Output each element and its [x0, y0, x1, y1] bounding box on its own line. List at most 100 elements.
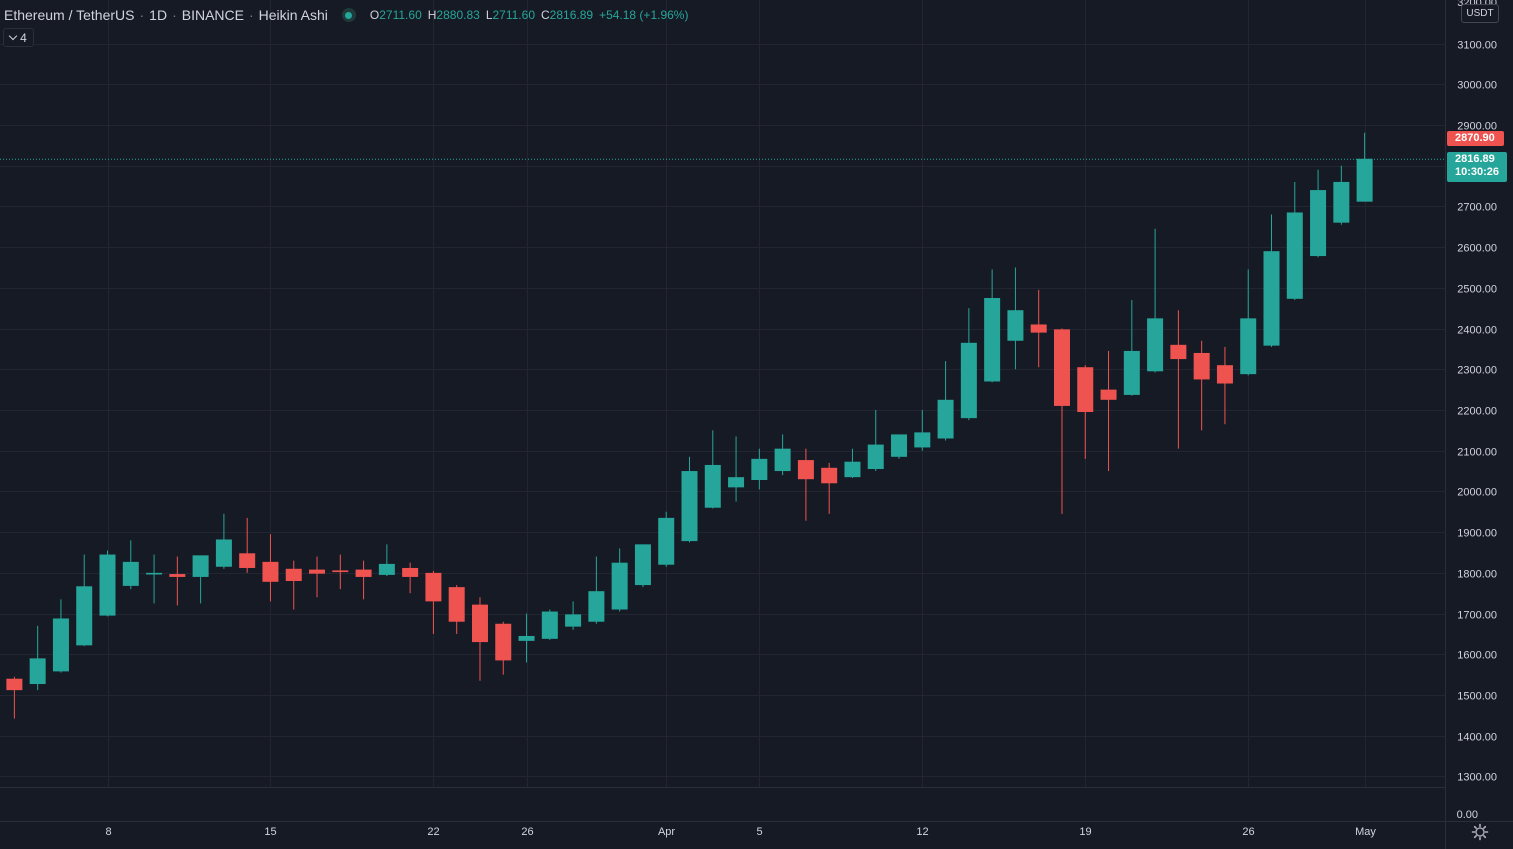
candle-body — [146, 572, 163, 575]
candle-down — [1053, 328, 1070, 514]
candle-up — [1333, 165, 1350, 225]
candle-body — [29, 658, 46, 685]
candle-body — [99, 554, 116, 616]
candle-down — [355, 560, 372, 600]
candle-up — [844, 448, 861, 478]
candle-body — [937, 399, 954, 439]
candle-body — [285, 568, 302, 582]
candle-body — [914, 432, 931, 448]
legend-separator: · — [248, 7, 254, 23]
candle-body — [1193, 352, 1210, 380]
candle-body — [984, 298, 1001, 382]
candle-body — [425, 572, 442, 602]
candle-body — [1333, 181, 1350, 223]
y-tick-label: 2200.00 — [1457, 406, 1497, 418]
candle-down — [1030, 289, 1047, 368]
legend-separator: · — [172, 7, 177, 23]
candle-up — [215, 513, 232, 569]
close-key: C — [541, 8, 550, 22]
candle-up — [378, 544, 395, 577]
candle-up — [611, 548, 628, 612]
candle-body — [169, 574, 186, 577]
candle-down — [1170, 310, 1187, 449]
change-value: +54.18 (+1.96%) — [599, 8, 689, 22]
candle-down — [262, 534, 279, 602]
candle-body — [541, 611, 558, 639]
chart-grid — [0, 0, 1445, 787]
candle-up — [1123, 300, 1140, 396]
gear-icon[interactable] — [1470, 822, 1490, 842]
y-tick-label: 1300.00 — [1457, 772, 1497, 784]
market-open-dot-icon — [341, 8, 356, 22]
candle-body — [658, 517, 675, 565]
candle-body — [1077, 367, 1094, 413]
open-value: 2711.60 — [379, 8, 422, 22]
y-tick-label: 1600.00 — [1457, 650, 1497, 662]
candle-up — [751, 448, 768, 490]
x-tick-label: Apr — [658, 826, 675, 838]
bar-countdown: 10:30:26 — [1455, 166, 1500, 178]
x-tick-label: 22 — [427, 826, 439, 838]
candle-down — [402, 562, 419, 594]
x-tick-label: 15 — [264, 826, 276, 838]
candle-up — [867, 409, 884, 472]
candle-up — [891, 434, 908, 459]
candle-body — [1170, 344, 1187, 360]
indicators-collapse-button[interactable]: 4 — [3, 28, 34, 47]
candle-body — [588, 591, 605, 622]
candle-body — [239, 553, 256, 568]
symbol-legend: Ethereum / TetherUS · 1D · BINANCE · Hei… — [4, 6, 688, 24]
y-tick-label: 1700.00 — [1457, 610, 1497, 622]
currency-unit-button[interactable]: USDT — [1461, 4, 1499, 23]
candle-body — [215, 539, 232, 567]
interval-label[interactable]: 1D — [149, 7, 168, 23]
candle-down — [1077, 365, 1094, 459]
indicators-count: 4 — [20, 30, 27, 45]
candle-up — [518, 613, 535, 663]
candle-up — [984, 269, 1001, 383]
candle-body — [6, 678, 23, 691]
y-tick-label: 2900.00 — [1457, 121, 1497, 133]
close-value: 2816.89 — [549, 8, 594, 22]
x-tick-label: 26 — [521, 826, 533, 838]
candle-down — [471, 597, 488, 681]
ohlc-values: O 2711.60 H 2880.83 L 2711.60 C 2816.89 +54.… — [370, 8, 689, 22]
candle-up — [99, 550, 116, 617]
candle-body — [728, 477, 745, 488]
candle-up — [565, 601, 582, 630]
candles — [6, 132, 1373, 719]
candle-body — [1263, 251, 1280, 346]
low-value: 2711.60 — [492, 8, 536, 22]
chart-style-label[interactable]: Heikin Ashi — [258, 7, 328, 23]
candle-body — [52, 618, 69, 672]
y-tick-label: 2000.00 — [1457, 487, 1497, 499]
candle-body — [262, 561, 279, 582]
open-key: O — [369, 8, 380, 22]
candle-body — [681, 471, 698, 542]
candle-up — [76, 554, 93, 647]
candle-up — [1240, 269, 1257, 376]
candle-up — [29, 625, 46, 691]
candle-body — [1286, 212, 1303, 299]
candle-body — [448, 587, 465, 622]
candle-up — [1356, 132, 1373, 202]
candle-body — [332, 570, 349, 573]
candle-body — [565, 614, 582, 627]
high-value: 2880.83 — [436, 8, 480, 22]
candle-up — [704, 430, 721, 509]
x-tick-label: 8 — [105, 826, 111, 838]
candle-up — [634, 544, 651, 588]
y-tick-label: 1500.00 — [1457, 691, 1497, 703]
candle-body — [309, 569, 326, 574]
candle-body — [891, 434, 908, 457]
candle-up — [541, 609, 558, 641]
exchange-label: BINANCE — [181, 7, 244, 23]
candle-body — [751, 458, 768, 481]
x-tick-label: 26 — [1242, 826, 1254, 838]
x-tick-label: 5 — [756, 826, 762, 838]
candle-down — [425, 570, 442, 634]
symbol-name[interactable]: Ethereum / TetherUS — [4, 7, 135, 23]
candle-up — [1286, 181, 1303, 301]
